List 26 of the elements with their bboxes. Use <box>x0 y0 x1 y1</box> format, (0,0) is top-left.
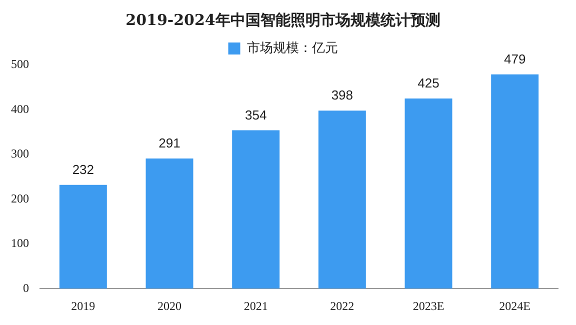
data-label: 398 <box>331 88 354 103</box>
data-label: 479 <box>504 51 526 66</box>
bar <box>232 130 280 289</box>
y-tick-label: 300 <box>11 146 29 161</box>
bar <box>318 110 366 289</box>
legend-label: 市场规模：亿元 <box>246 40 338 56</box>
x-tick-label: 2021 <box>244 298 268 313</box>
x-tick-label: 2024E <box>499 298 531 313</box>
y-tick-label: 400 <box>11 102 29 116</box>
y-tick-label: 500 <box>11 57 29 72</box>
data-label: 291 <box>158 136 180 151</box>
chart-title: 2019-2024年中国智能照明市场规模统计预测 <box>126 10 440 29</box>
y-tick-label: 0 <box>23 280 29 295</box>
data-label: 354 <box>244 107 267 122</box>
bar <box>404 98 452 289</box>
bar <box>146 158 194 289</box>
x-tick-label: 2023E <box>412 298 444 313</box>
x-tick-label: 2020 <box>158 298 182 313</box>
data-label: 425 <box>418 76 440 91</box>
y-tick-label: 200 <box>11 191 29 206</box>
bar <box>491 74 539 289</box>
x-tick-label: 2019 <box>71 298 96 313</box>
y-tick-label: 100 <box>11 236 29 250</box>
bar <box>59 184 107 289</box>
x-tick-label: 2022 <box>330 298 354 313</box>
data-label: 232 <box>72 162 94 177</box>
